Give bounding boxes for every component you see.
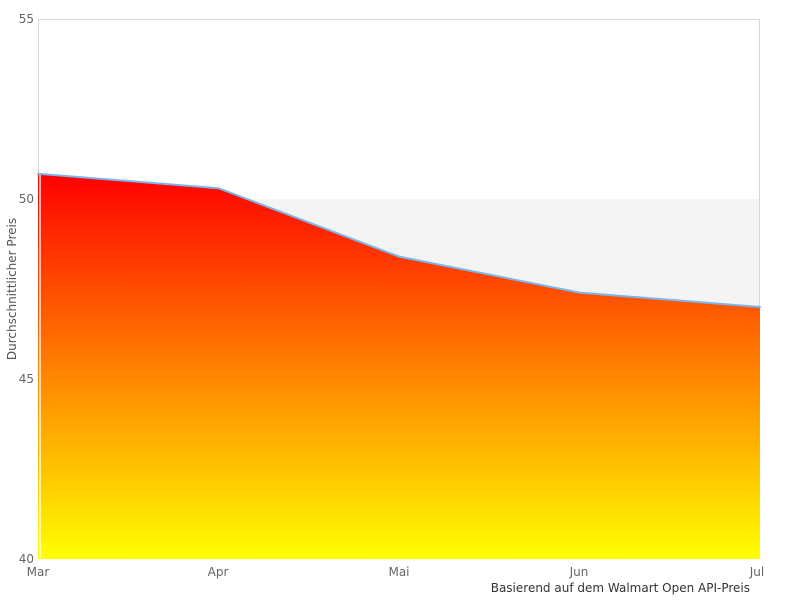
area-series — [38, 173, 760, 560]
y-tick-label: 55 — [18, 12, 34, 26]
x-tick-label: Mar — [26, 565, 50, 579]
y-tick-label: 50 — [18, 192, 34, 206]
series-line — [37, 172, 761, 308]
x-tick-label: Mai — [388, 565, 410, 579]
x-tick-label: Apr — [207, 565, 229, 579]
x-tick-label: Jul — [749, 565, 765, 579]
y-axis-title: Durchschnittlicher Preis — [5, 217, 19, 361]
y-tick-label: 40 — [18, 552, 34, 566]
y-tick-label: 45 — [18, 372, 34, 386]
x-axis-caption: Basierend auf dem Walmart Open API-Preis — [490, 581, 750, 595]
x-tick-label: Jun — [569, 565, 589, 579]
